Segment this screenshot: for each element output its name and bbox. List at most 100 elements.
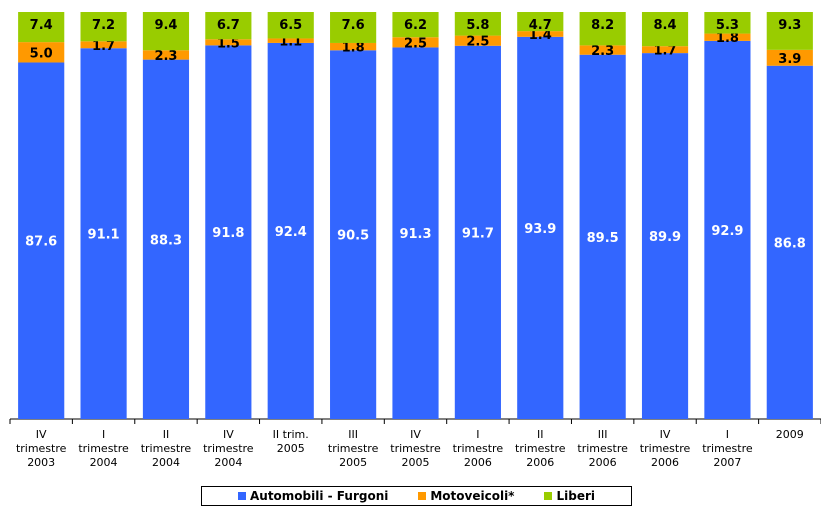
data-label-automobili: 87.6 — [25, 235, 57, 250]
x-tick-label: 2006 — [651, 456, 679, 469]
legend-label-automobili: Automobili - Furgoni — [249, 489, 389, 503]
data-label-liberi: 9.4 — [154, 18, 177, 33]
bar-liberi — [641, 12, 689, 47]
data-label-liberi: 7.2 — [92, 18, 115, 33]
data-label-liberi: 9.3 — [778, 18, 801, 33]
bar-liberi — [766, 12, 813, 50]
data-label-liberi: 4.7 — [529, 18, 552, 33]
data-label-automobili: 91.8 — [212, 226, 244, 241]
x-tick-label: I — [476, 428, 479, 441]
bar-automobili — [18, 62, 65, 420]
data-label-automobili: 91.1 — [88, 228, 120, 243]
bar-liberi — [142, 12, 190, 51]
bar-automobili — [142, 59, 190, 420]
bar-motoveicoli — [454, 35, 501, 46]
data-label-liberi: 5.8 — [466, 18, 489, 33]
legend-item-automobili: Automobili - Furgoni — [237, 489, 389, 503]
data-label-automobili: 92.4 — [275, 225, 307, 240]
x-tick-label: trimestre — [203, 442, 254, 455]
x-tick-label: trimestre — [453, 442, 504, 455]
x-tick-label: II trim. — [273, 428, 309, 441]
x-tick-label: trimestre — [390, 442, 441, 455]
data-label-liberi: 6.5 — [279, 18, 302, 33]
data-label-automobili: 88.3 — [150, 233, 182, 248]
data-label-motoveicoli: 1.8 — [342, 41, 365, 56]
data-label-liberi: 8.4 — [654, 18, 677, 33]
data-label-automobili: 86.8 — [774, 236, 806, 251]
data-label-liberi: 6.2 — [404, 18, 427, 33]
bar-motoveicoli — [392, 37, 439, 48]
x-tick-label: I — [726, 428, 729, 441]
data-label-motoveicoli: 2.5 — [404, 36, 427, 51]
legend-item-motoveicoli: Motoveicoli* — [418, 489, 514, 503]
bar-automobili — [766, 65, 813, 419]
legend-label-liberi: Liberi — [556, 489, 595, 503]
bar-motoveicoli — [766, 49, 813, 66]
bar-motoveicoli — [704, 33, 751, 41]
x-tick-label: 2005 — [402, 456, 430, 469]
bar-liberi — [330, 12, 377, 43]
data-label-liberi: 7.6 — [342, 18, 365, 33]
bar-liberi — [205, 12, 252, 40]
bar-automobili — [704, 40, 751, 419]
x-tick-label: 2005 — [277, 442, 305, 455]
x-tick-label: IV — [660, 428, 671, 441]
bar-automobili — [517, 36, 564, 420]
bar-automobili — [392, 47, 439, 420]
bar-automobili — [80, 48, 127, 420]
bar-liberi — [392, 12, 439, 38]
stacked-bar-chart: 87.65.07.4IVtrimestre200391.11.77.2Itrim… — [9, 12, 821, 469]
bar-automobili — [205, 45, 252, 420]
bar-motoveicoli — [330, 42, 377, 51]
bar-liberi — [704, 12, 751, 34]
x-tick-label: III — [598, 428, 608, 441]
x-tick-label: trimestre — [577, 442, 628, 455]
legend-swatch-motoveicoli — [418, 492, 427, 500]
x-tick-label: I — [102, 428, 105, 441]
bar-liberi — [454, 12, 501, 36]
x-tick-label: IV — [410, 428, 421, 441]
bar-liberi — [18, 12, 65, 43]
bar-liberi — [579, 12, 626, 46]
bar-automobili — [454, 45, 501, 419]
bar-motoveicoli — [18, 42, 65, 63]
x-tick-label: III — [348, 428, 358, 441]
data-label-motoveicoli: 1.8 — [716, 31, 739, 46]
x-tick-label: 2004 — [90, 456, 118, 469]
data-label-liberi: 8.2 — [591, 18, 614, 33]
data-label-liberi: 5.3 — [716, 18, 739, 33]
x-tick-label: II — [163, 428, 170, 441]
x-tick-label: IV — [36, 428, 47, 441]
data-label-motoveicoli: 1.5 — [217, 36, 240, 51]
x-tick-label: II — [537, 428, 544, 441]
bar-automobili — [330, 50, 377, 419]
bar-motoveicoli — [641, 46, 689, 54]
bar-motoveicoli — [517, 31, 564, 37]
bar-motoveicoli — [579, 45, 626, 55]
x-tick-label: trimestre — [78, 442, 129, 455]
data-label-automobili: 91.7 — [462, 226, 494, 241]
data-label-motoveicoli: 3.9 — [778, 52, 801, 67]
bar-motoveicoli — [142, 50, 190, 60]
x-tick-label: 2004 — [152, 456, 180, 469]
data-label-motoveicoli: 1.7 — [92, 39, 115, 54]
bar-liberi — [267, 12, 314, 39]
x-tick-label: 2009 — [776, 428, 804, 441]
bar-automobili — [579, 54, 626, 420]
data-label-automobili: 91.3 — [399, 227, 431, 242]
x-tick-label: 2004 — [214, 456, 242, 469]
x-tick-label: trimestre — [141, 442, 192, 455]
data-label-motoveicoli: 2.5 — [466, 35, 489, 50]
x-tick-label: 2006 — [526, 456, 554, 469]
data-label-automobili: 89.5 — [587, 231, 619, 246]
x-tick-label: 2007 — [713, 456, 741, 469]
x-tick-label: IV — [223, 428, 234, 441]
bar-liberi — [517, 12, 564, 32]
data-label-liberi: 6.7 — [217, 18, 240, 33]
x-tick-label: trimestre — [640, 442, 691, 455]
bar-motoveicoli — [205, 39, 252, 46]
data-label-motoveicoli: 1.7 — [654, 44, 677, 59]
data-label-motoveicoli: 5.0 — [30, 46, 53, 61]
x-tick-label: trimestre — [328, 442, 379, 455]
bar-automobili — [641, 53, 689, 420]
